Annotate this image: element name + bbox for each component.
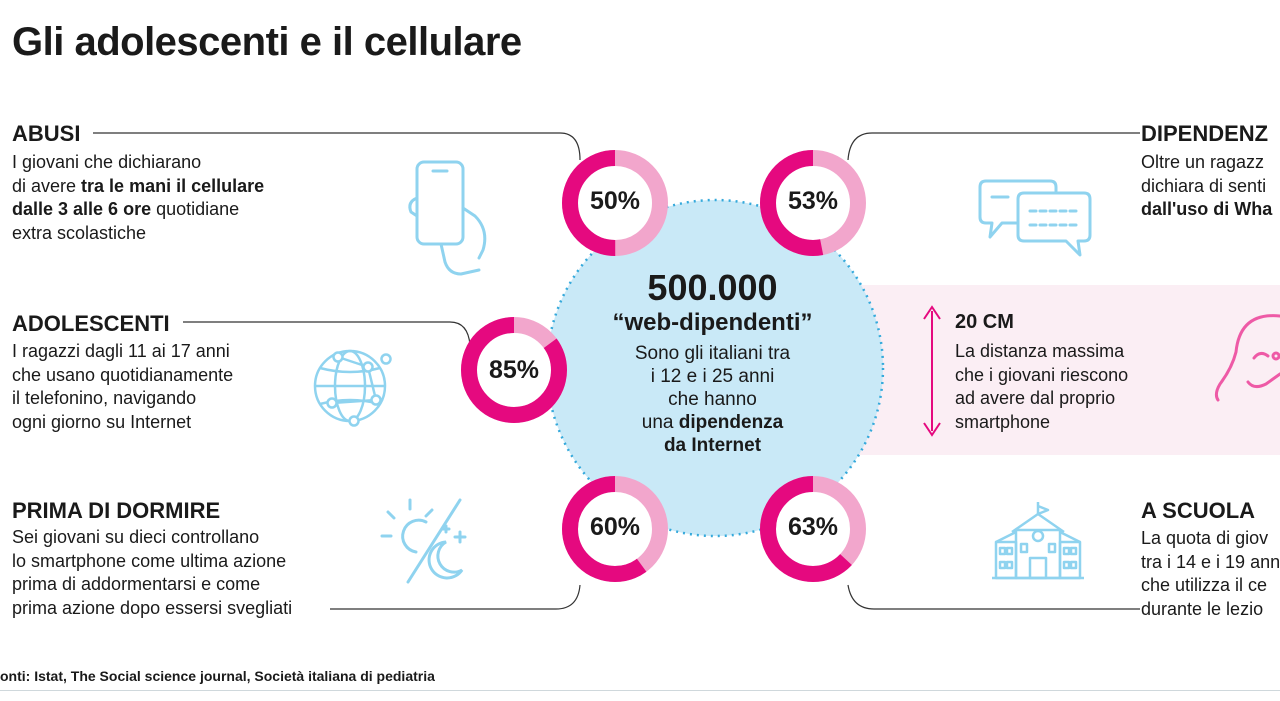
donut-value-arc (760, 150, 866, 256)
section-text-prima-di-dormire: Sei giovani su dieci controllano lo smar… (12, 526, 292, 620)
center-line: una dipendenza (560, 411, 865, 434)
center-line: da Internet (560, 434, 865, 457)
donut-a-scuola (760, 476, 866, 582)
text-line: ogni giorno su Internet (12, 411, 192, 432)
section-text-dipendenza: Oltre un ragazz dichiara di senti dall'u… (1141, 151, 1272, 222)
text-line: prima di addormentarsi e come (12, 574, 261, 594)
globe-network-icon (313, 349, 392, 427)
donut-value-arc (461, 317, 567, 423)
center-body: Sono gli italiani tra i 12 e i 25 anni c… (560, 342, 865, 457)
text-line: Oltre un ragazz (1141, 152, 1265, 172)
text-line: dall'uso di Wha (1141, 198, 1272, 222)
section-text-distanza: La distanza massima che i giovani riesco… (955, 340, 1128, 434)
center-line-bold: dipendenza (678, 412, 784, 433)
text-line: lo smartphone come ultima azione (12, 550, 287, 571)
section-title-distanza: 20 CM (955, 311, 1014, 333)
text-line: smartphone (955, 411, 1051, 432)
text-line: Sei giovani su dieci controllano (12, 527, 260, 547)
center-subtitle: “web-dipendenti” (612, 309, 813, 336)
text-line-post: quotidiane (151, 199, 240, 219)
donut-abusi (562, 150, 668, 256)
text-line-bold: dalle 3 alle 6 ore (12, 199, 152, 219)
school-building-icon (992, 502, 1084, 580)
text-line: che i giovani riescono (955, 364, 1129, 385)
donut-value-arc (562, 476, 668, 582)
section-text-abusi: I giovani che dichiarano di avere tra le… (12, 151, 264, 245)
donut-dipendenza (760, 150, 866, 256)
phone-hand-icon (408, 160, 487, 276)
donut-label-dipendenza: 53% (787, 187, 839, 215)
donut-value-arc (760, 476, 866, 582)
donut-label-abusi: 50% (589, 187, 641, 215)
donut-value-arc (562, 150, 668, 256)
text-line: tra i 14 e i 19 ann (1141, 551, 1280, 572)
donut-label-adolescenti: 85% (488, 356, 540, 384)
center-line: i 12 e i 25 anni (650, 366, 775, 387)
text-line: La quota di giov (1141, 528, 1269, 548)
center-line: Sono gli italiani tra (634, 343, 791, 364)
section-title-adolescenti: ADOLESCENTI (12, 311, 170, 336)
center-number: 500.000 (647, 267, 778, 308)
text-line: prima azione dopo essersi svegliati (12, 597, 293, 618)
donut-prima-di-dormire (562, 476, 668, 582)
center-bubble (545, 198, 885, 538)
page-title: Gli adolescenti e il cellulare (12, 20, 522, 64)
section-title-dipendenza: DIPENDENZ (1141, 121, 1269, 146)
text-line-pre: di avere (12, 175, 82, 196)
text-line: I giovani che dichiarano (12, 152, 202, 172)
section-title-a-scuola: A SCUOLA (1141, 498, 1256, 523)
face-phone-icon (1214, 314, 1280, 402)
sources-footer: onti: Istat, The Social science journal,… (0, 668, 435, 684)
text-line-bold: tra le mani il cellulare (81, 175, 265, 196)
text-line: dichiara di senti (1141, 175, 1267, 196)
text-line: dalle 3 alle 6 ore quotidiane (12, 198, 264, 222)
donut-adolescenti (461, 317, 567, 423)
text-line: che utilizza il ce (1141, 575, 1268, 595)
center-line: che hanno (668, 389, 757, 410)
text-line: che usano quotidianamente (12, 364, 234, 385)
text-line: il telefonino, navigando (12, 388, 197, 408)
distance-band (835, 285, 1280, 455)
section-title-abusi: ABUSI (12, 121, 81, 146)
center-text: 500.000 “web-dipendenti” Sono gli italia… (560, 268, 865, 457)
chat-bubbles-icon (978, 179, 1092, 257)
section-text-adolescenti: I ragazzi dagli 11 ai 17 anni che usano … (12, 340, 233, 434)
sun-moon-icon (380, 498, 467, 584)
center-line-bold: da Internet (663, 435, 762, 456)
donut-label-prima-di-dormire: 60% (589, 513, 641, 541)
text-line: I ragazzi dagli 11 ai 17 anni (12, 341, 230, 361)
section-text-a-scuola: La quota di giov tra i 14 e i 19 ann che… (1141, 527, 1280, 621)
text-line: La distanza massima (955, 341, 1125, 361)
section-title-prima-di-dormire: PRIMA DI DORMIRE (12, 498, 221, 523)
text-line: durante le lezio (1141, 598, 1264, 619)
double-arrow-icon (920, 305, 944, 442)
center-line-text: una (641, 412, 679, 433)
text-line: extra scolastiche (12, 222, 147, 243)
text-line: ad avere dal proprio (955, 388, 1116, 408)
text-line: di avere tra le mani il cellulare (12, 175, 264, 199)
footer-divider (0, 690, 1280, 691)
donut-label-a-scuola: 63% (787, 513, 839, 541)
text-line-bold: dall'uso di Wha (1141, 199, 1273, 219)
